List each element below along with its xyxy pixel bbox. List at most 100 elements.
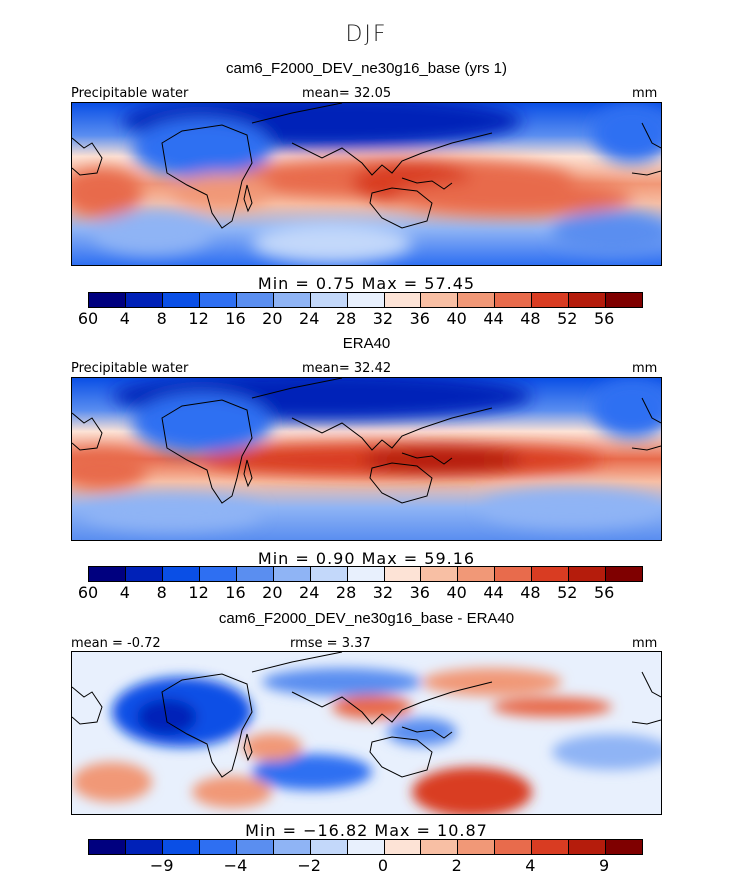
panel-1-mean-label: mean= 32.05 (302, 86, 392, 101)
colorbar-tick-label: 24 (299, 309, 320, 328)
panel-1-unit-label: mm (632, 86, 658, 101)
colorbar-swatch (89, 840, 126, 854)
colorbar-swatch (199, 293, 237, 307)
colorbar-swatch (532, 567, 570, 581)
panel-3-colorbar-ticks: −9 −4 −2 0 2 4 9 (88, 856, 643, 875)
panel-3-mean-label: mean = -0.72 (71, 636, 161, 651)
panel-1-colorbar (88, 292, 643, 308)
panel-3-map (71, 651, 662, 815)
colorbar-swatch (236, 567, 274, 581)
colorbar-tick-label: 8 (156, 583, 167, 602)
colorbar-swatch (162, 293, 200, 307)
colorbar-swatch (310, 840, 348, 854)
colorbar-swatch (458, 840, 496, 854)
panel-2-mean-label: mean= 32.42 (302, 361, 392, 376)
panel-1-minmax: Min = 0.75 Max = 57.45 (257, 274, 476, 293)
colorbar-swatch (347, 293, 385, 307)
colorbar-tick-label: 60 (77, 309, 99, 328)
colorbar-swatch (421, 567, 459, 581)
colorbar-swatch (495, 567, 533, 581)
colorbar-swatch (495, 293, 533, 307)
colorbar-swatch (384, 567, 422, 581)
panel-2-title: ERA40 (342, 335, 391, 352)
colorbar-tick-label: 44 (483, 583, 504, 602)
colorbar-tick-label: 4 (525, 856, 536, 875)
colorbar-tick-label: 28 (335, 309, 357, 328)
panel-3-title: cam6_F2000_DEV_ne30g16_base - ERA40 (218, 610, 515, 627)
colorbar-swatch (125, 567, 163, 581)
colorbar-swatch (236, 840, 274, 854)
colorbar-swatch (236, 293, 274, 307)
colorbar-swatch (347, 567, 385, 581)
colorbar-swatch (199, 840, 237, 854)
colorbar-tick-label: 60 (77, 583, 99, 602)
colorbar-tick-label: 8 (156, 309, 167, 328)
panel-2-unit-label: mm (632, 361, 658, 376)
colorbar-swatch (458, 293, 496, 307)
colorbar-tick-label: 4 (119, 309, 130, 328)
colorbar-tick-label: 24 (299, 583, 320, 602)
colorbar-tick-label: 48 (520, 583, 541, 602)
colorbar-swatch (532, 840, 570, 854)
season-title: DJF (345, 22, 388, 47)
colorbar-swatch (606, 567, 643, 581)
panel-2-colorbar (88, 566, 643, 582)
colorbar-tick-label: 12 (188, 583, 209, 602)
colorbar-tick-label: −2 (297, 856, 321, 875)
colorbar-swatch (162, 567, 200, 581)
colorbar-swatch (421, 293, 459, 307)
colorbar-swatch (569, 293, 607, 307)
panel-2-colorbar-ticks: 4 8 12 16 20 24 28 32 36 40 44 48 52 56 60 (78, 583, 643, 602)
colorbar-swatch (125, 840, 163, 854)
colorbar-tick-label: 28 (335, 583, 357, 602)
panel-3-colorbar (88, 839, 643, 855)
colorbar-tick-label: −4 (223, 856, 248, 875)
colorbar-swatch (310, 293, 348, 307)
colorbar-tick-label: 48 (520, 309, 541, 328)
colorbar-tick-label: 36 (409, 583, 430, 602)
panel-2-minmax: Min = 0.90 Max = 59.16 (257, 549, 476, 568)
colorbar-tick-label: 12 (188, 309, 209, 328)
colorbar-swatch (384, 293, 422, 307)
colorbar-tick-label: 56 (593, 583, 615, 602)
colorbar-tick-label: 16 (225, 309, 246, 328)
panel-1-colorbar-ticks: 4 8 12 16 20 24 28 32 36 40 44 48 52 56 60 (78, 309, 643, 328)
colorbar-tick-label: −9 (149, 856, 174, 875)
colorbar-swatch (421, 840, 459, 854)
colorbar-tick-label: 20 (262, 309, 283, 328)
colorbar-tick-label: 16 (225, 583, 246, 602)
colorbar-swatch (273, 567, 311, 581)
colorbar-tick-label: 4 (119, 583, 130, 602)
colorbar-swatch (125, 293, 163, 307)
colorbar-tick-label: 9 (599, 856, 610, 875)
colorbar-tick-label: 56 (593, 309, 615, 328)
colorbar-swatch (273, 293, 311, 307)
colorbar-tick-label: 20 (262, 583, 283, 602)
colorbar-tick-label: 44 (483, 309, 504, 328)
colorbar-swatch (162, 840, 200, 854)
colorbar-swatch (347, 840, 385, 854)
panel-1-variable-label: Precipitable water (71, 86, 189, 101)
colorbar-swatch (606, 293, 643, 307)
colorbar-swatch (532, 293, 570, 307)
colorbar-tick-label: 52 (557, 583, 578, 602)
panel-1-map (71, 102, 662, 266)
colorbar-tick-label: 40 (446, 583, 467, 602)
colorbar-tick-label: 0 (377, 856, 389, 875)
colorbar-swatch (89, 567, 126, 581)
panel-2-variable-label: Precipitable water (71, 361, 189, 376)
colorbar-swatch (384, 840, 422, 854)
colorbar-tick-label: 40 (446, 309, 467, 328)
colorbar-tick-label: 2 (451, 856, 462, 875)
colorbar-swatch (310, 567, 348, 581)
colorbar-swatch (199, 567, 237, 581)
colorbar-swatch (606, 840, 643, 854)
colorbar-swatch (569, 567, 607, 581)
colorbar-tick-label: 32 (372, 583, 394, 602)
panel-3-minmax: Min = −16.82 Max = 10.87 (245, 821, 488, 840)
colorbar-tick-label: 52 (557, 309, 578, 328)
colorbar-swatch (89, 293, 126, 307)
colorbar-tick-label: 36 (409, 309, 430, 328)
panel-3-unit-label: mm (632, 636, 658, 651)
colorbar-swatch (569, 840, 607, 854)
